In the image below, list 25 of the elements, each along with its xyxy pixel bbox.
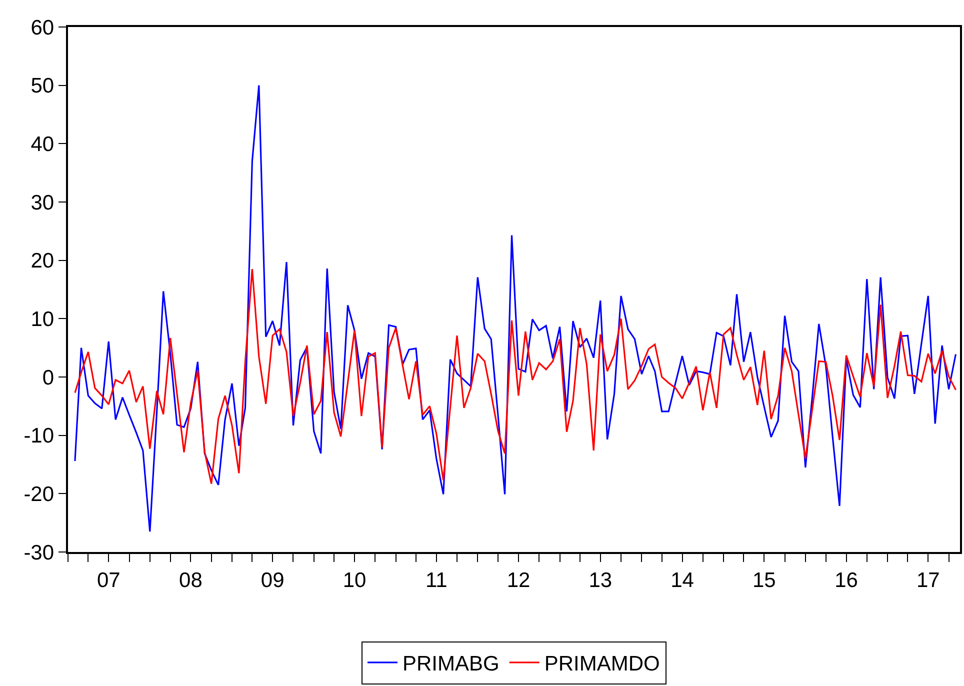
y-tick-label: -20	[24, 483, 54, 506]
legend-label: PRIMABG	[402, 652, 500, 676]
legend-label: PRIMAMDO	[544, 652, 660, 676]
x-tick-label: 13	[588, 568, 612, 592]
x-tick-label: 08	[179, 568, 202, 592]
x-tick-label: 16	[834, 568, 858, 592]
x-tick-label: 12	[506, 568, 530, 592]
x-tick-label: 15	[752, 568, 776, 592]
line-series	[74, 84, 957, 532]
y-tick-label: 40	[30, 133, 54, 156]
line-series	[74, 268, 957, 485]
x-tick-label: 09	[260, 568, 284, 592]
x-tick-label: 17	[916, 568, 940, 592]
y-tick-label: 30	[30, 191, 54, 214]
y-tick-label: -30	[24, 541, 54, 564]
y-tick-label: 20	[30, 250, 54, 273]
x-tick-label: 10	[342, 568, 366, 592]
y-tick-label: -10	[24, 424, 54, 448]
y-tick-label: 60	[30, 16, 54, 40]
x-tick-label: 07	[96, 568, 120, 592]
y-tick-label: 50	[30, 74, 54, 98]
y-tick-label: 10	[30, 308, 54, 332]
x-tick-label: 14	[670, 568, 694, 592]
y-tick-label: 0	[42, 366, 54, 390]
x-tick-label: 11	[425, 568, 448, 592]
